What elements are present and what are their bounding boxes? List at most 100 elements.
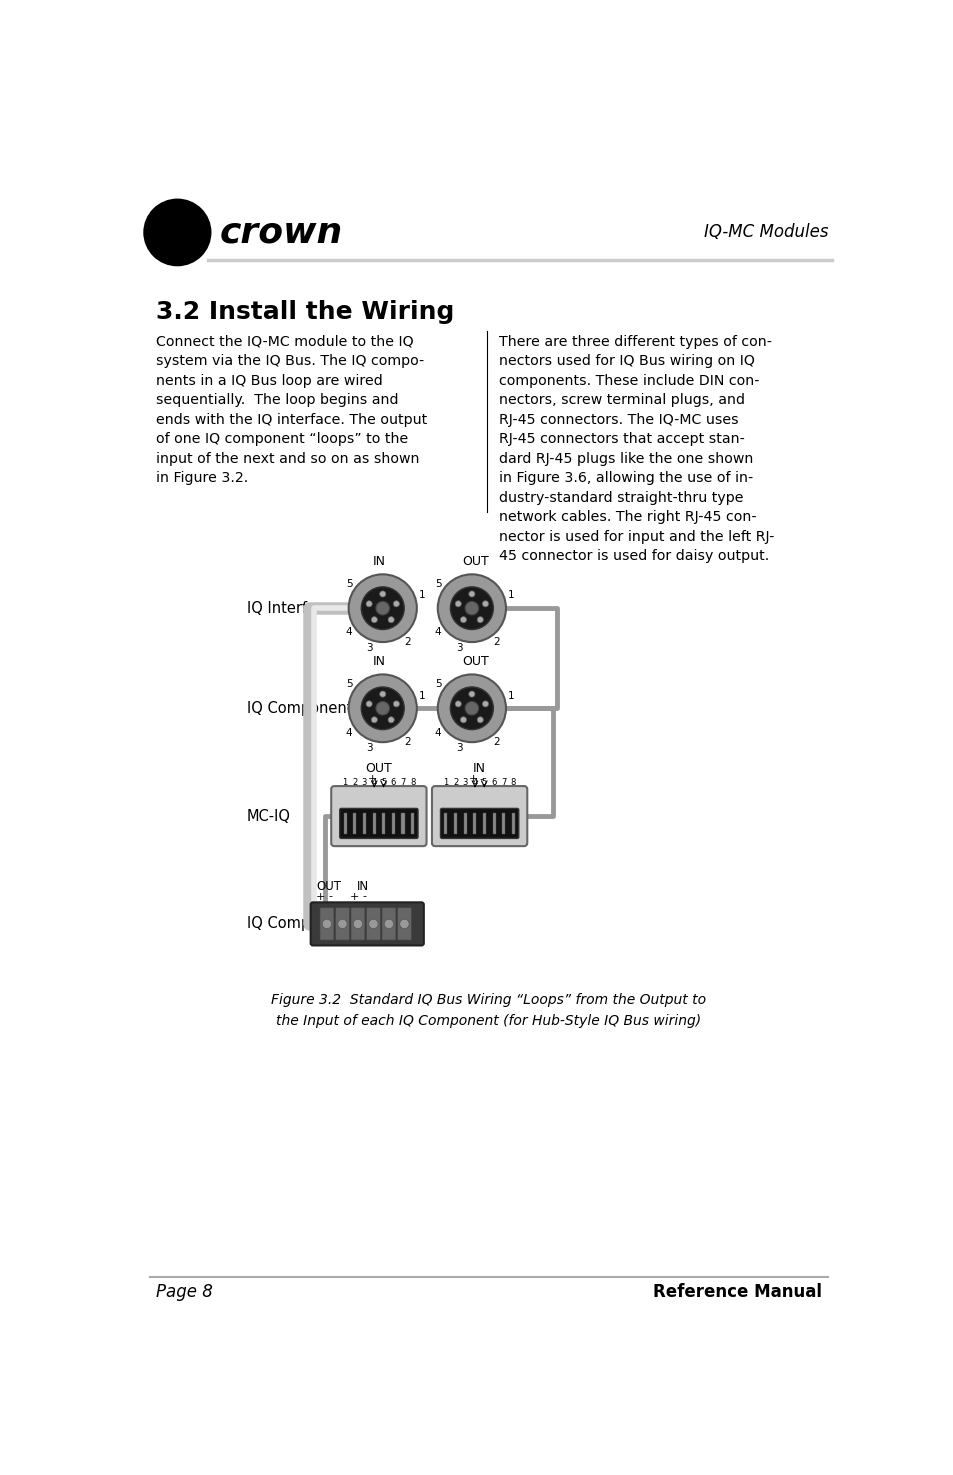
- Text: 5: 5: [481, 777, 487, 786]
- Text: -: -: [329, 891, 333, 901]
- Bar: [454, 813, 456, 833]
- Text: IQ Interface: IQ Interface: [247, 600, 333, 615]
- Text: OUT: OUT: [462, 555, 489, 568]
- Bar: [343, 813, 346, 833]
- Text: 3: 3: [462, 777, 467, 786]
- Bar: [353, 813, 356, 833]
- Circle shape: [165, 220, 190, 245]
- Bar: [482, 813, 485, 833]
- Text: 1: 1: [508, 690, 515, 701]
- FancyBboxPatch shape: [351, 907, 365, 940]
- Text: 3: 3: [456, 742, 462, 752]
- Text: 2: 2: [453, 777, 457, 786]
- Text: OUT: OUT: [315, 881, 340, 892]
- Text: Connect the IQ-MC module to the IQ
system via the IQ Bus. The IQ compo-
nents in: Connect the IQ-MC module to the IQ syste…: [155, 335, 427, 485]
- Text: OUT: OUT: [365, 763, 392, 776]
- Text: Page 8: Page 8: [155, 1283, 213, 1301]
- Circle shape: [151, 207, 204, 258]
- Text: There are three different types of con-
nectors used for IQ Bus wiring on IQ
com: There are three different types of con- …: [498, 335, 774, 563]
- Text: crown: crown: [220, 215, 343, 249]
- Polygon shape: [167, 239, 187, 242]
- Circle shape: [464, 702, 478, 715]
- Bar: [372, 813, 375, 833]
- FancyBboxPatch shape: [397, 907, 411, 940]
- Circle shape: [384, 919, 394, 929]
- Bar: [411, 813, 414, 833]
- Text: -: -: [378, 774, 383, 783]
- Circle shape: [322, 919, 332, 929]
- Circle shape: [366, 600, 372, 606]
- FancyBboxPatch shape: [339, 808, 417, 838]
- FancyBboxPatch shape: [381, 907, 395, 940]
- FancyBboxPatch shape: [311, 903, 423, 945]
- Circle shape: [450, 587, 493, 630]
- Bar: [492, 813, 496, 833]
- FancyBboxPatch shape: [366, 907, 380, 940]
- Circle shape: [437, 574, 505, 642]
- Bar: [444, 813, 447, 833]
- FancyBboxPatch shape: [335, 907, 349, 940]
- Circle shape: [361, 687, 404, 730]
- Text: 7: 7: [500, 777, 506, 786]
- Bar: [463, 813, 466, 833]
- Circle shape: [393, 600, 399, 606]
- Text: 2: 2: [493, 736, 499, 746]
- Text: OUT: OUT: [462, 655, 489, 668]
- Text: 3: 3: [366, 643, 373, 652]
- Text: 5: 5: [435, 678, 441, 689]
- Circle shape: [476, 617, 483, 622]
- Text: IQ Component: IQ Component: [247, 701, 353, 715]
- FancyBboxPatch shape: [319, 907, 334, 940]
- Text: +: +: [349, 891, 358, 901]
- Circle shape: [482, 701, 488, 707]
- FancyBboxPatch shape: [331, 786, 426, 847]
- Circle shape: [388, 717, 394, 723]
- Text: 8: 8: [410, 777, 415, 786]
- Text: IQ Component: IQ Component: [247, 916, 353, 931]
- Text: 3: 3: [361, 777, 367, 786]
- Text: 6: 6: [491, 777, 497, 786]
- Circle shape: [158, 214, 196, 252]
- Circle shape: [468, 591, 475, 597]
- Bar: [362, 813, 366, 833]
- FancyBboxPatch shape: [440, 808, 518, 838]
- Text: +: +: [315, 891, 325, 901]
- Text: -: -: [362, 891, 366, 901]
- Text: +: +: [468, 774, 477, 783]
- Text: 3: 3: [366, 742, 373, 752]
- Text: IQ-MC Modules: IQ-MC Modules: [703, 223, 827, 242]
- Polygon shape: [167, 227, 188, 239]
- Text: Reference Manual: Reference Manual: [653, 1283, 821, 1301]
- Text: 5: 5: [435, 578, 441, 589]
- Circle shape: [450, 687, 493, 730]
- Text: IN: IN: [473, 763, 486, 776]
- Circle shape: [348, 674, 416, 742]
- Text: -: -: [479, 774, 483, 783]
- Circle shape: [379, 591, 385, 597]
- Circle shape: [366, 701, 372, 707]
- Circle shape: [455, 701, 461, 707]
- Circle shape: [393, 701, 399, 707]
- Circle shape: [375, 602, 389, 615]
- Circle shape: [464, 602, 478, 615]
- Text: 2: 2: [352, 777, 357, 786]
- FancyBboxPatch shape: [432, 786, 527, 847]
- Text: +: +: [368, 774, 377, 783]
- Text: Figure 3.2  Standard IQ Bus Wiring “Loops” from the Output to
the Input of each : Figure 3.2 Standard IQ Bus Wiring “Loops…: [271, 993, 706, 1028]
- Circle shape: [375, 702, 389, 715]
- Bar: [401, 813, 404, 833]
- Circle shape: [353, 919, 362, 929]
- Text: 2: 2: [403, 736, 410, 746]
- Text: 1: 1: [508, 590, 515, 600]
- Text: IN: IN: [372, 655, 385, 668]
- Circle shape: [371, 617, 377, 622]
- Circle shape: [460, 617, 466, 622]
- Circle shape: [388, 617, 394, 622]
- Circle shape: [337, 919, 347, 929]
- Circle shape: [143, 199, 212, 267]
- Circle shape: [468, 690, 475, 698]
- Circle shape: [369, 919, 377, 929]
- Text: 2: 2: [493, 637, 499, 646]
- Text: 3.2 Install the Wiring: 3.2 Install the Wiring: [155, 301, 454, 324]
- Bar: [392, 813, 395, 833]
